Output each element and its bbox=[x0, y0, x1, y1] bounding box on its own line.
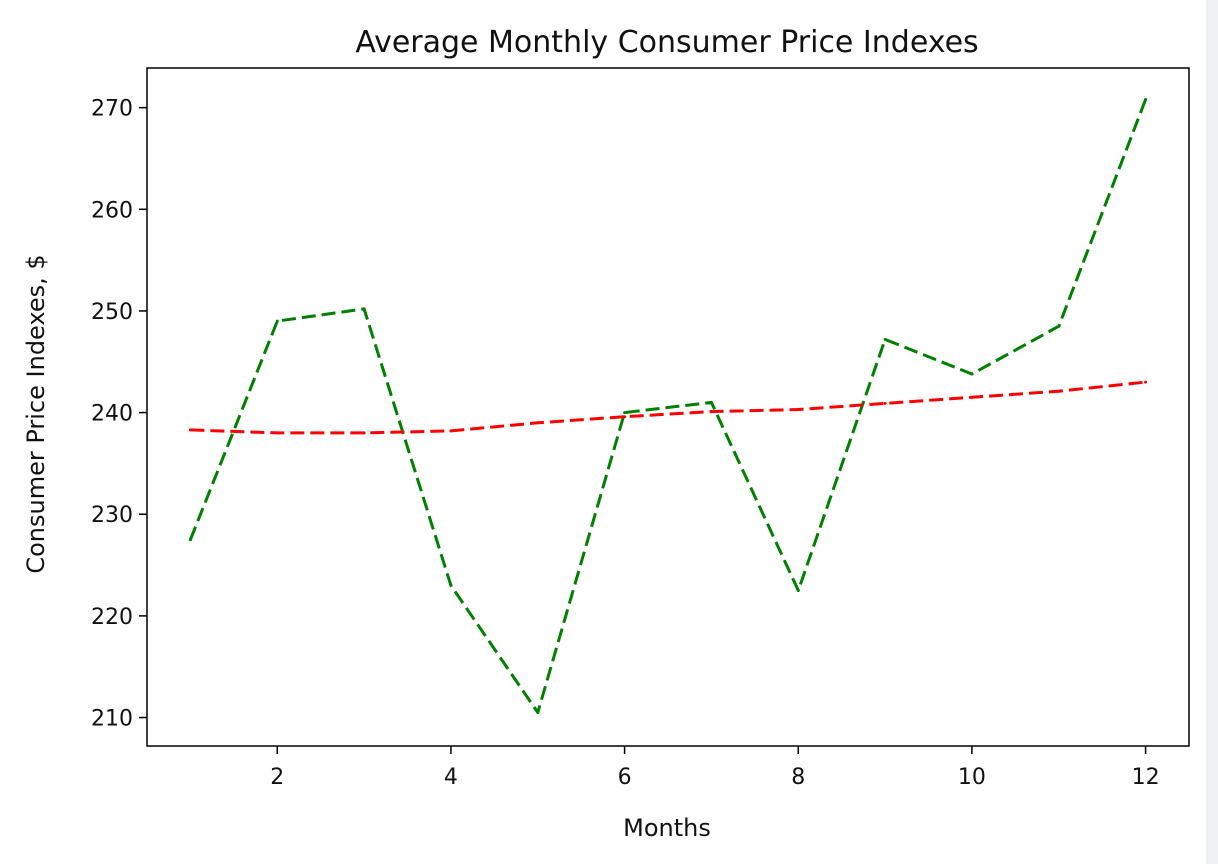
series-1-point-7 bbox=[709, 400, 713, 404]
series-1-point-12 bbox=[1144, 98, 1148, 101]
series-1-point-2 bbox=[275, 319, 279, 323]
series-2-point-8 bbox=[796, 408, 800, 411]
series-1-point-9 bbox=[883, 337, 887, 341]
x-tick-label: 2 bbox=[270, 765, 284, 790]
series-2-point-3 bbox=[362, 431, 366, 435]
series-2-point-1 bbox=[188, 428, 192, 432]
y-tick-label: 260 bbox=[91, 198, 133, 223]
y-tick-label: 240 bbox=[91, 402, 133, 427]
y-axis-title: Consumer Price Indexes, $ bbox=[22, 254, 50, 573]
series-2-point-5 bbox=[536, 421, 540, 425]
series-2-point-9 bbox=[883, 401, 887, 405]
x-tick-label: 8 bbox=[791, 765, 805, 790]
series-2-point-2 bbox=[275, 431, 279, 435]
series-2-point-6 bbox=[623, 415, 627, 419]
series-1-point-11 bbox=[1057, 324, 1061, 328]
y-tick-label: 230 bbox=[91, 503, 133, 528]
x-tick-label: 10 bbox=[958, 765, 986, 790]
x-tick-label: 4 bbox=[444, 765, 458, 790]
y-tick-label: 270 bbox=[91, 97, 133, 122]
series-1-point-3 bbox=[362, 307, 366, 311]
x-tick-label: 12 bbox=[1132, 765, 1160, 790]
window-edge bbox=[1206, 0, 1218, 864]
series-1-point-1 bbox=[188, 538, 192, 542]
series-2-point-11 bbox=[1057, 389, 1061, 393]
series-1-point-5 bbox=[536, 711, 540, 714]
series-layer bbox=[188, 98, 1148, 714]
y-tick-label: 210 bbox=[91, 707, 133, 732]
y-axis: 210 220 230 240 250 260 270 bbox=[91, 97, 147, 732]
y-tick-label: 220 bbox=[91, 605, 133, 630]
series-2-point-10 bbox=[970, 395, 974, 399]
x-axis: 2 4 6 8 10 12 bbox=[270, 746, 1160, 790]
chart-title: Average Monthly Consumer Price Indexes bbox=[355, 25, 978, 60]
series-2-point-12 bbox=[1144, 380, 1148, 384]
series-1-point-4 bbox=[449, 583, 453, 587]
y-tick-label: 250 bbox=[91, 300, 133, 325]
plot-frame bbox=[146, 67, 1190, 747]
series-2-point-4 bbox=[449, 429, 453, 433]
series-1-point-10 bbox=[970, 372, 974, 376]
series-1-point-8 bbox=[796, 589, 800, 592]
series-2-point-7 bbox=[709, 410, 713, 414]
series-1-point-6 bbox=[623, 411, 627, 415]
x-tick-label: 6 bbox=[618, 765, 632, 790]
x-axis-title: Months bbox=[623, 814, 711, 842]
series-line-1 bbox=[189, 98, 1148, 714]
